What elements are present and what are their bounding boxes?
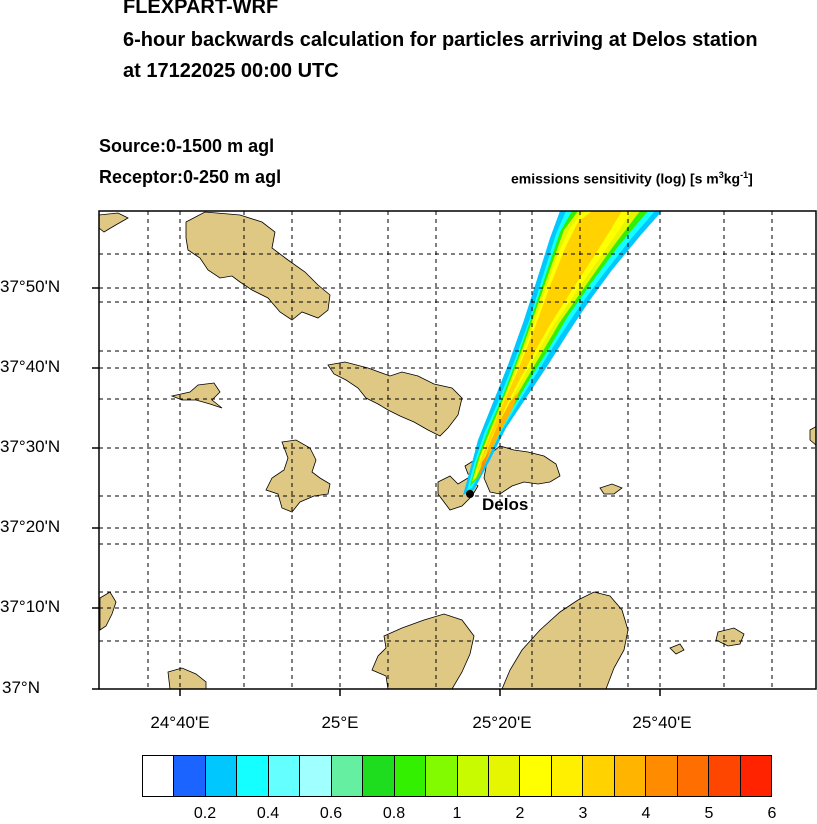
islands-land — [99, 211, 816, 689]
colorbar-swatch — [709, 756, 741, 796]
axis-ticks — [92, 287, 661, 696]
colorbar-swatch — [457, 756, 489, 796]
colorbar-swatch — [551, 756, 584, 796]
colorbar-swatch — [740, 756, 772, 796]
colorbar-swatch — [174, 756, 206, 796]
colorbar-swatch — [237, 756, 269, 796]
colorbar-swatch — [394, 756, 427, 796]
colorbar-label: 3 — [578, 805, 588, 822]
lat-label-37-50: 37°50'N — [0, 277, 61, 296]
receptor-height: Receptor:0-250 m agl — [99, 167, 282, 187]
colorbar-label: 0.2 — [193, 805, 217, 822]
colorbar-label: 2 — [515, 805, 525, 822]
map-frame — [98, 210, 817, 690]
colorbar-swatch — [677, 756, 710, 796]
station-label: Delos — [482, 495, 528, 514]
colorbar-label: 6 — [767, 805, 777, 822]
plot-datetime: at 17122025 00:00 UTC — [123, 60, 339, 82]
colorbar-swatch — [488, 756, 521, 796]
lat-label-37-30: 37°30'N — [0, 437, 61, 456]
model-title: FLEXPART-WRF — [123, 0, 279, 18]
units-label: emissions sensitivity (log) [s m3kg-1] — [511, 170, 753, 187]
colorbar-label: 1 — [452, 805, 462, 822]
sensitivity-plume — [463, 211, 662, 495]
station-marker — [466, 490, 474, 498]
colorbar-label: 0.4 — [256, 805, 280, 822]
lat-label-37: 37°N — [2, 678, 40, 697]
colorbar-swatch — [614, 756, 647, 796]
colorbar-swatch — [583, 756, 615, 796]
colorbar-swatch — [426, 756, 458, 796]
colorbar-swatch — [143, 756, 175, 796]
lat-label-37-10: 37°10'N — [0, 597, 61, 616]
colorbar — [142, 755, 772, 797]
colorbar-label: 4 — [641, 805, 651, 822]
plot-subtitle: 6-hour backwards calculation for particl… — [123, 29, 758, 51]
colorbar-label: 5 — [704, 805, 714, 822]
lat-label-37-20: 37°20'N — [0, 517, 61, 536]
colorbar-swatch — [646, 756, 678, 796]
lat-label-37-40: 37°40'N — [0, 357, 61, 376]
lon-label-25-20: 25°20'E — [472, 713, 532, 732]
lon-label-25: 25°E — [321, 713, 359, 732]
colorbar-swatch — [363, 756, 395, 796]
colorbar-swatch — [520, 756, 552, 796]
map-background — [99, 211, 816, 689]
colorbar-swatch — [205, 756, 238, 796]
lon-label-24-40: 24°40'E — [150, 713, 210, 732]
colorbar-label: 0.8 — [382, 805, 406, 822]
colorbar-label: 0.6 — [319, 805, 343, 822]
colorbar-swatch — [268, 756, 301, 796]
lon-label-25-40: 25°40'E — [632, 713, 692, 732]
colorbar-swatch — [300, 756, 332, 796]
colorbar-swatch — [331, 756, 364, 796]
source-height: Source:0-1500 m agl — [99, 136, 275, 156]
